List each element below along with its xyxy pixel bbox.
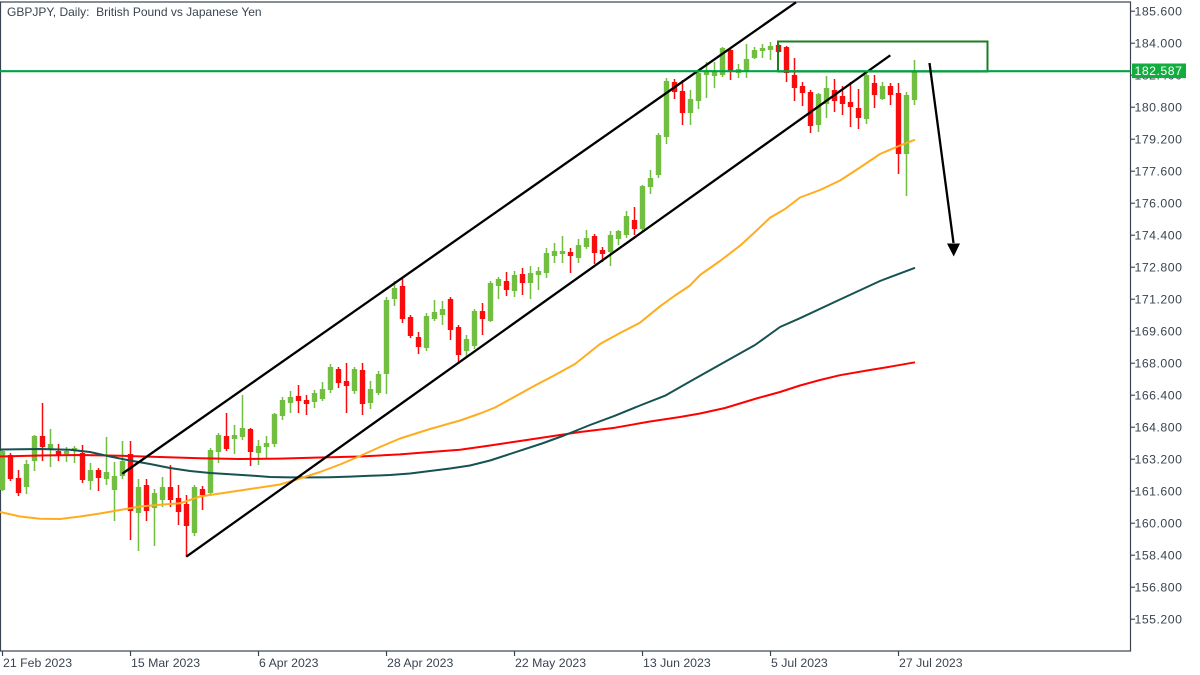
svg-text:22 May 2023: 22 May 2023 [515,656,586,670]
svg-text:155.200: 155.200 [1135,613,1183,627]
svg-text:169.600: 169.600 [1135,325,1183,339]
svg-text:168.000: 168.000 [1135,357,1183,371]
svg-text:GBPJPY, Daily: British Pound: GBPJPY, Daily: British Pound vs Japanese… [7,5,262,19]
svg-text:182.587: 182.587 [1135,64,1183,78]
svg-text:27 Jul 2023: 27 Jul 2023 [899,656,963,670]
svg-text:156.800: 156.800 [1135,581,1183,595]
svg-text:166.400: 166.400 [1135,389,1183,403]
svg-text:13 Jun 2023: 13 Jun 2023 [643,656,711,670]
svg-text:176.000: 176.000 [1135,197,1183,211]
svg-text:15 Mar 2023: 15 Mar 2023 [131,656,200,670]
svg-text:158.400: 158.400 [1135,549,1183,563]
svg-text:179.200: 179.200 [1135,133,1183,147]
svg-text:5 Jul 2023: 5 Jul 2023 [771,656,828,670]
svg-text:174.400: 174.400 [1135,229,1183,243]
svg-text:171.200: 171.200 [1135,293,1183,307]
svg-text:180.800: 180.800 [1135,101,1183,115]
svg-text:163.200: 163.200 [1135,453,1183,467]
svg-text:6 Apr 2023: 6 Apr 2023 [259,656,319,670]
svg-text:164.800: 164.800 [1135,421,1183,435]
svg-text:161.600: 161.600 [1135,485,1183,499]
svg-text:28 Apr 2023: 28 Apr 2023 [387,656,453,670]
svg-text:160.000: 160.000 [1135,517,1183,531]
svg-text:177.600: 177.600 [1135,165,1183,179]
svg-text:172.800: 172.800 [1135,261,1183,275]
svg-text:21 Feb 2023: 21 Feb 2023 [3,656,72,670]
svg-text:185.600: 185.600 [1135,5,1183,19]
svg-text:184.000: 184.000 [1135,37,1183,51]
